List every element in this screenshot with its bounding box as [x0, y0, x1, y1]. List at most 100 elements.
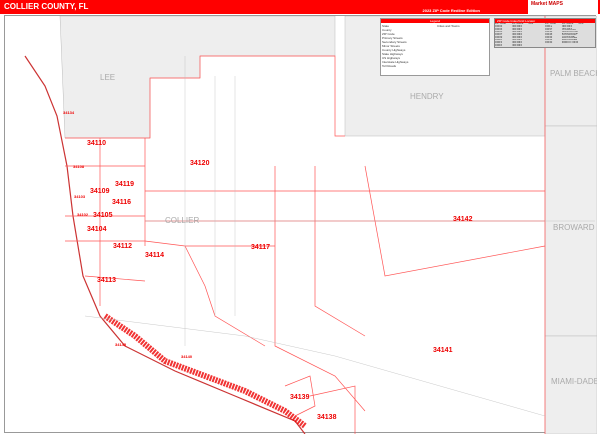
index-cell: MARCO ISLAND	[561, 42, 579, 44]
index-cell: NAPLES	[561, 26, 572, 28]
index-cell: NAPLES	[511, 26, 522, 28]
footer-scale	[0, 434, 600, 439]
index-cell: NAPLES	[511, 30, 522, 33]
legend-item: County Highways	[382, 48, 406, 52]
zip-label: 34119	[115, 181, 134, 188]
index-row: 34108 NAPLES 34141 OCHOPEE	[495, 36, 595, 38]
zip-label: 34116	[112, 199, 131, 206]
map-canvas[interactable]: LEE HENDRY PALM BEACH BROWARD MIAMI-DADE…	[4, 15, 600, 435]
index-cell: IMMOKALEE	[561, 37, 578, 39]
index-row: 34107 NAPLES 34140 GOODLAND	[495, 34, 595, 36]
legend-item: Minor Streets	[382, 44, 400, 48]
legend-item: Interstate Highways	[382, 60, 409, 64]
index-cell: Grid	[578, 23, 584, 25]
index-cell: 34104	[495, 29, 503, 31]
index-cell: 34120	[545, 27, 553, 30]
zip-label: 34142	[453, 216, 473, 223]
index-cell: 34119	[545, 26, 553, 28]
index-row: 34113 NAPLES 34146 MARCO ISLAND	[495, 42, 595, 44]
zip-index-panel: ZIP Code Index/Grid Locator ZIP Code ZIP …	[494, 18, 596, 48]
index-cell: ZIP Name	[561, 23, 574, 25]
map-title: COLLIER COUNTY, FL	[4, 2, 89, 11]
index-cell: 34145	[545, 40, 553, 43]
index-cell: 34114	[495, 43, 503, 46]
county-label-lee: LEE	[100, 73, 115, 82]
index-cell: EVERGLADES CITY	[561, 32, 579, 35]
county-label-hendry: HENDRY	[410, 92, 444, 101]
index-cell: COPELAND	[561, 29, 576, 31]
index-cell: GOODLAND	[561, 34, 577, 36]
index-cell: 34102	[495, 26, 503, 28]
index-cell: ZIP Code	[495, 23, 506, 25]
index-title: ZIP Code Index/Grid Locator	[495, 19, 595, 23]
index-row: 34109 NAPLES 34142 IMMOKALEE	[495, 37, 595, 39]
index-cell: 34105	[495, 30, 503, 33]
index-cell: ZIP Name	[511, 23, 524, 25]
zip-label: 34120	[190, 160, 210, 167]
index-cell: Grid	[528, 23, 534, 25]
legend-item: State Highways	[382, 52, 403, 56]
index-cell: 34146	[545, 42, 553, 44]
index-row: 34116 NAPLES	[495, 45, 595, 47]
index-cell: 34138	[545, 30, 553, 33]
index-cell: 34141	[545, 35, 553, 38]
index-cell: 34109	[495, 37, 503, 39]
index-cell: 34143	[545, 38, 553, 41]
zip-label: 34109	[90, 188, 110, 195]
legend-item: County	[382, 28, 392, 32]
legend-item: Toll Roads	[382, 64, 397, 68]
county-label-miami-dade: MIAMI-DADE	[551, 377, 597, 386]
zip-label: 34117	[251, 244, 270, 251]
index-cell: CHOKOLOSKEE	[561, 30, 579, 33]
index-row: ZIP Code ZIP Name Grid ZIP Code ZIP Name Grid	[495, 23, 595, 25]
legend-panel: Legend State County ZIP Code Primary Street…	[380, 18, 490, 76]
index-cell	[528, 45, 545, 47]
county-label-palm-beach: PALM BEACH	[550, 69, 597, 78]
index-cell: 34103	[495, 27, 503, 30]
index-cell: NAPLES	[511, 27, 522, 30]
index-cell: NAPLES	[511, 42, 522, 44]
index-cell: NAPLES	[511, 34, 522, 36]
index-table: ZIP Code ZIP Name Grid ZIP Code ZIP Name Grid…	[495, 23, 595, 47]
mangrove-islands	[103, 313, 307, 429]
index-row: 34105 NAPLES 34138 CHOKOLOSKEE	[495, 31, 595, 33]
edition-label: 2023 ZIP Code Redline Edition	[422, 8, 481, 13]
index-cell: 34140	[545, 34, 553, 36]
index-cell: 34142	[545, 37, 553, 39]
index-cell: OCHOPEE	[561, 35, 575, 38]
index-cell: 34108	[495, 35, 503, 38]
index-cell: MARCO ISLAND	[561, 40, 579, 43]
index-row: 34110 NAPLES 34143 IMMOKALEE	[495, 39, 595, 41]
index-cell: 34139	[545, 32, 553, 35]
legend-items: State County ZIP Code Primary Streets Second…	[381, 23, 436, 69]
index-row: 34106 NAPLES 34139 EVERGLADES CITY	[495, 33, 595, 35]
index-cell: 34112	[495, 40, 503, 43]
zip-label: 34139	[290, 394, 310, 401]
zip-label: 34114	[145, 252, 164, 259]
index-row: 34103 NAPLES 34120 NAPLES	[495, 28, 595, 30]
coastline	[24, 55, 306, 435]
legend-item: ZIP Code	[382, 32, 395, 36]
zip-label: 34145	[115, 342, 127, 347]
zip-label: 34138	[317, 414, 337, 421]
index-cell: NAPLES	[511, 38, 522, 41]
index-cell: NAPLES	[511, 45, 522, 47]
index-row: 34104 NAPLES 34137 COPELAND	[495, 29, 595, 31]
index-cell: NAPLES	[511, 40, 522, 43]
legend-title: Legend	[381, 19, 489, 23]
index-cell: ZIP Code	[545, 23, 556, 25]
zip-boundaries	[65, 16, 546, 434]
index-cell: IMMOKALEE	[561, 38, 578, 41]
index-row: 34101 NAPLES 34117 NAPLES	[495, 25, 595, 27]
index-cell: 34116	[495, 45, 503, 47]
zip-label: 34104	[87, 226, 107, 233]
index-cell: NAPLES	[511, 32, 522, 35]
miami-dade-county-area	[544, 335, 598, 435]
index-cell	[562, 45, 579, 47]
index-cell: NAPLES	[511, 37, 522, 39]
index-cell	[578, 45, 595, 47]
index-cell: 34117	[545, 24, 553, 27]
index-row: 34112 NAPLES 34145 MARCO ISLAND	[495, 41, 595, 43]
legend-item: Primary Streets	[382, 36, 403, 40]
index-cell: NAPLES	[511, 35, 522, 38]
